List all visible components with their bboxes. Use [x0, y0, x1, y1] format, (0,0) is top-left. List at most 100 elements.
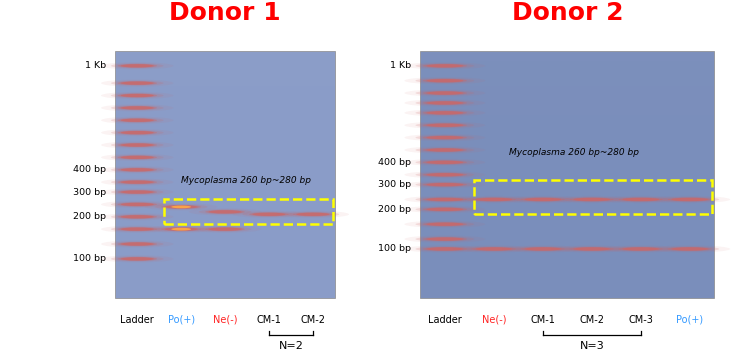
Ellipse shape	[121, 203, 154, 206]
Ellipse shape	[570, 198, 614, 201]
Ellipse shape	[574, 248, 610, 250]
Ellipse shape	[405, 171, 485, 178]
Ellipse shape	[423, 91, 467, 95]
Ellipse shape	[650, 196, 730, 203]
Ellipse shape	[111, 241, 164, 247]
Ellipse shape	[101, 92, 173, 99]
Ellipse shape	[121, 228, 154, 231]
Ellipse shape	[118, 215, 157, 219]
Ellipse shape	[121, 242, 154, 246]
Ellipse shape	[111, 63, 164, 68]
Ellipse shape	[111, 189, 164, 195]
Bar	[420, 100, 714, 106]
Ellipse shape	[121, 64, 154, 67]
Text: 200 bp: 200 bp	[379, 205, 411, 214]
Ellipse shape	[101, 226, 173, 233]
Text: Ne(-): Ne(-)	[213, 315, 237, 325]
Ellipse shape	[145, 203, 217, 210]
Ellipse shape	[612, 197, 670, 202]
Ellipse shape	[101, 104, 173, 111]
Ellipse shape	[423, 101, 467, 105]
Ellipse shape	[415, 182, 474, 187]
Ellipse shape	[111, 118, 164, 123]
Ellipse shape	[111, 130, 164, 135]
Ellipse shape	[161, 227, 201, 231]
Bar	[420, 61, 714, 66]
Ellipse shape	[118, 94, 157, 98]
Text: Ladder: Ladder	[428, 315, 462, 325]
Ellipse shape	[405, 181, 485, 188]
Text: Mycoplasma 260 bp~280 bp: Mycoplasma 260 bp~280 bp	[509, 149, 638, 157]
Bar	[420, 130, 714, 135]
Ellipse shape	[101, 213, 173, 220]
Bar	[420, 95, 714, 100]
Ellipse shape	[118, 202, 157, 206]
Ellipse shape	[111, 80, 164, 86]
Ellipse shape	[415, 197, 474, 202]
Ellipse shape	[111, 202, 164, 207]
Ellipse shape	[513, 246, 572, 252]
Ellipse shape	[118, 257, 157, 261]
Ellipse shape	[101, 166, 173, 173]
Ellipse shape	[405, 90, 485, 96]
Ellipse shape	[464, 197, 523, 202]
Text: 100 bp: 100 bp	[74, 254, 106, 264]
Bar	[115, 140, 335, 145]
Text: Mycoplasma 260 bp~280 bp: Mycoplasma 260 bp~280 bp	[182, 175, 311, 185]
Ellipse shape	[121, 143, 154, 147]
Ellipse shape	[453, 196, 534, 203]
Bar	[115, 120, 335, 125]
Ellipse shape	[101, 241, 173, 248]
Text: 1 Kb: 1 Kb	[391, 61, 411, 70]
Bar	[115, 106, 335, 110]
Ellipse shape	[121, 215, 154, 218]
Bar	[115, 56, 335, 61]
Ellipse shape	[415, 172, 474, 177]
FancyBboxPatch shape	[420, 51, 714, 298]
Ellipse shape	[423, 161, 467, 164]
Ellipse shape	[562, 246, 621, 252]
Text: 300 bp: 300 bp	[378, 180, 411, 189]
Bar	[420, 71, 714, 76]
Ellipse shape	[101, 255, 173, 262]
Ellipse shape	[426, 161, 464, 164]
Text: Po(+): Po(+)	[167, 315, 195, 325]
Ellipse shape	[415, 100, 474, 106]
Ellipse shape	[118, 106, 157, 110]
Ellipse shape	[661, 246, 719, 252]
Ellipse shape	[423, 136, 467, 139]
Ellipse shape	[296, 213, 330, 216]
Ellipse shape	[205, 227, 245, 231]
Ellipse shape	[426, 198, 464, 201]
Ellipse shape	[426, 64, 464, 67]
Ellipse shape	[286, 212, 339, 217]
Ellipse shape	[405, 245, 485, 253]
Bar	[420, 120, 714, 125]
Ellipse shape	[208, 210, 242, 213]
Ellipse shape	[118, 180, 157, 184]
Ellipse shape	[111, 226, 164, 232]
Ellipse shape	[600, 196, 682, 203]
Text: 100 bp: 100 bp	[379, 245, 411, 253]
Text: CM-1: CM-1	[530, 315, 555, 325]
Ellipse shape	[667, 247, 712, 251]
Ellipse shape	[405, 99, 485, 107]
Ellipse shape	[405, 134, 485, 141]
Ellipse shape	[502, 196, 583, 203]
Text: 200 bp: 200 bp	[74, 212, 106, 221]
Bar	[115, 81, 335, 86]
Bar	[115, 130, 335, 135]
Ellipse shape	[208, 228, 242, 231]
Ellipse shape	[233, 211, 305, 218]
Ellipse shape	[661, 197, 719, 202]
Text: CM-2: CM-2	[301, 315, 325, 325]
Bar	[474, 180, 712, 214]
Bar	[115, 135, 335, 140]
Ellipse shape	[426, 237, 464, 241]
Ellipse shape	[199, 226, 251, 232]
Bar	[420, 140, 714, 145]
Ellipse shape	[423, 247, 467, 251]
Text: 1 Kb: 1 Kb	[86, 61, 106, 70]
Ellipse shape	[118, 131, 157, 135]
Ellipse shape	[423, 222, 467, 226]
